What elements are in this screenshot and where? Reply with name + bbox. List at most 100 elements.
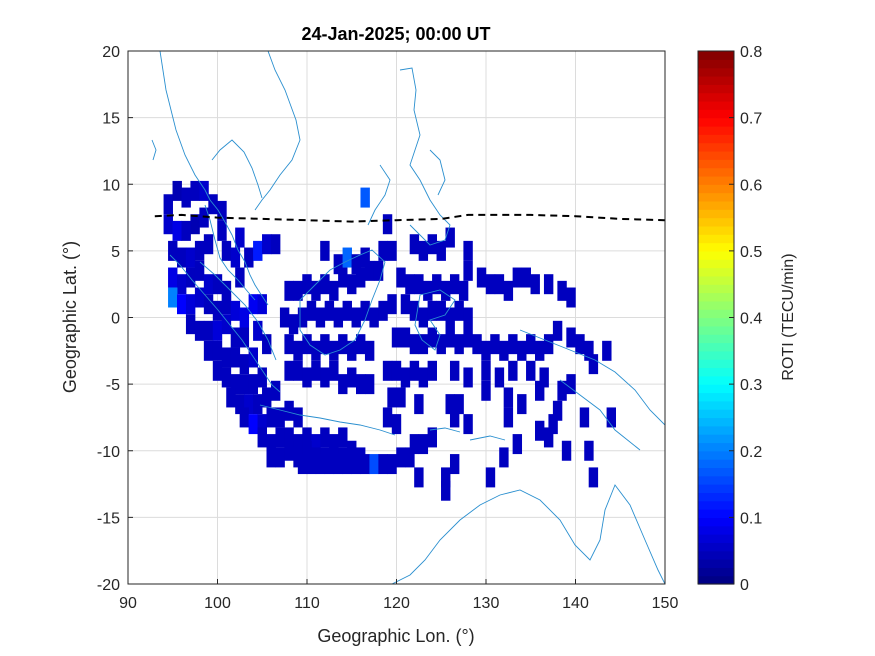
roti-cell: [543, 334, 554, 355]
colorbar-swatch: [698, 475, 734, 485]
roti-cell: [244, 247, 254, 268]
y-tick-label: 10: [102, 177, 120, 194]
colorbar-swatch: [698, 92, 734, 102]
roti-cell: [449, 454, 460, 475]
roti-cell: [369, 307, 379, 328]
coastline-indochina: [159, 51, 269, 306]
colorbar-ticks: 0 0.1 0.2 0.3 0.4 0.5 0.6 0.7 0.8: [729, 44, 762, 594]
colorbar-swatch: [698, 51, 734, 60]
roti-cell: [566, 287, 576, 308]
roti-cell: [203, 320, 214, 341]
roti-cell: [360, 247, 370, 268]
y-tick-label: -5: [106, 377, 120, 394]
roti-cell: [409, 300, 420, 321]
roti-cell: [427, 327, 437, 348]
colorbar-swatch: [698, 409, 734, 419]
roti-cell: [481, 380, 491, 401]
roti-cell: [503, 407, 514, 428]
roti-cell: [221, 367, 232, 388]
colorbar-swatch: [698, 59, 734, 69]
roti-cell: [485, 274, 496, 295]
roti-cell: [445, 307, 455, 328]
magnetic-equator-line: [154, 213, 666, 223]
colorbar-tick-label: 0.6: [740, 177, 762, 194]
roti-cell: [499, 340, 509, 361]
y-tick-label: -10: [97, 444, 120, 461]
roti-cell: [454, 394, 464, 415]
roti-cell: [463, 414, 473, 435]
roti-cell: [185, 267, 196, 288]
colorbar-swatch: [698, 559, 734, 568]
coastline-new-guinea-south: [559, 379, 641, 451]
y-axis-label: Geographic Lat. (°): [60, 241, 80, 393]
roti-cell: [297, 454, 308, 475]
roti-cell: [463, 307, 473, 328]
roti-cell: [378, 454, 388, 475]
roti-cell: [445, 394, 455, 415]
colorbar-tick-label: 0: [740, 577, 749, 594]
roti-cell: [400, 327, 411, 348]
coastline-malay-peninsula: [204, 204, 256, 301]
coastline-sulawesi: [414, 289, 456, 351]
roti-cell: [584, 440, 594, 461]
roti-cell: [552, 320, 563, 341]
roti-cell: [347, 440, 357, 461]
coastline-gulf-thailand: [211, 139, 263, 199]
roti-cell: [333, 254, 344, 275]
roti-cell: [449, 360, 460, 381]
roti-cell: [302, 440, 312, 461]
roti-cell: [441, 280, 451, 301]
coastline-lesser-sunda: [429, 427, 506, 441]
roti-cell: [284, 360, 294, 381]
roti-cell: [391, 414, 402, 435]
roti-cell: [458, 280, 469, 301]
roti-cell: [230, 374, 241, 395]
roti-cell: [239, 327, 250, 348]
y-tick-label: 0: [111, 311, 120, 328]
colorbar-swatch: [698, 525, 734, 535]
roti-cell: [217, 200, 227, 221]
y-tick-label: 5: [111, 244, 120, 261]
x-tick-label: 150: [652, 595, 679, 612]
roti-cell: [212, 320, 223, 341]
roti-cell: [373, 260, 384, 281]
roti-cell: [270, 234, 281, 255]
roti-cell: [356, 267, 366, 288]
roti-cell: [441, 467, 451, 488]
y-axis-ticks: 20 15 10 5 0 -5 -10 -15 -20: [97, 44, 133, 594]
colorbar-swatch: [698, 425, 734, 435]
roti-cell: [351, 454, 361, 475]
colorbar-swatch: [698, 234, 734, 244]
colorbar-tick-label: 0.3: [740, 377, 762, 394]
roti-cell: [351, 254, 361, 275]
roti-cell: [230, 347, 241, 368]
roti-cell: [293, 280, 303, 301]
roti-cell: [194, 320, 205, 341]
roti-cell: [338, 334, 348, 355]
roti-cell: [418, 307, 429, 328]
roti-cell: [414, 394, 424, 415]
colorbar-swatch: [698, 400, 734, 410]
roti-cell: [454, 334, 464, 355]
roti-cell: [517, 394, 527, 415]
roti-cell: [342, 247, 352, 268]
roti-cell: [441, 480, 451, 501]
colorbar-swatch: [698, 242, 734, 252]
coastline-new-guinea: [519, 329, 665, 426]
roti-cell: [378, 240, 388, 261]
roti-cell: [552, 400, 563, 421]
colorbar-swatch: [698, 284, 734, 294]
colorbar-swatch: [698, 350, 734, 360]
roti-cell: [172, 220, 182, 241]
colorbar-swatch: [698, 459, 734, 469]
coastline-java: [259, 404, 396, 436]
roti-cell: [320, 240, 330, 261]
roti-cell: [279, 307, 290, 328]
colorbar-swatch: [698, 134, 734, 144]
colorbar-swatch: [698, 225, 734, 235]
roti-cell: [543, 274, 554, 295]
roti-cell: [172, 180, 182, 201]
roti-cell: [302, 274, 312, 295]
roti-cell: [409, 334, 420, 355]
roti-cell: [548, 414, 558, 435]
